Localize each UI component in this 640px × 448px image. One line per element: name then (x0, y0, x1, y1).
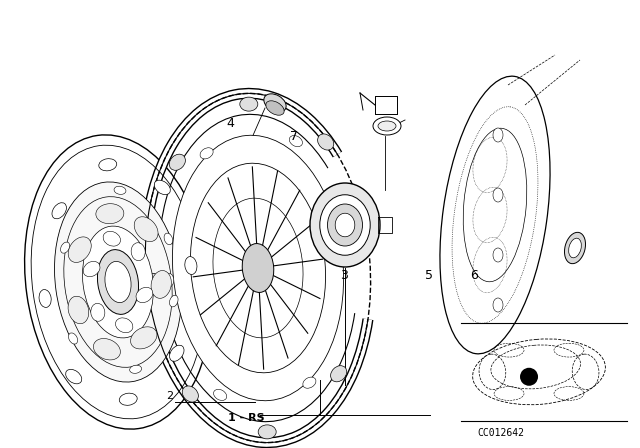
Bar (375, 96, 397, 114)
Ellipse shape (493, 188, 503, 202)
Ellipse shape (136, 287, 153, 303)
Ellipse shape (242, 244, 274, 293)
Ellipse shape (373, 117, 401, 135)
Ellipse shape (200, 148, 213, 159)
Ellipse shape (68, 333, 77, 344)
Text: 2: 2 (166, 392, 173, 401)
Ellipse shape (172, 135, 344, 401)
Ellipse shape (170, 154, 186, 170)
Ellipse shape (289, 136, 303, 146)
Ellipse shape (146, 273, 160, 291)
Text: 3: 3 (340, 269, 348, 282)
Ellipse shape (170, 345, 184, 361)
Ellipse shape (303, 377, 316, 388)
Ellipse shape (68, 296, 89, 324)
Ellipse shape (266, 101, 284, 115)
Ellipse shape (493, 128, 503, 142)
Ellipse shape (39, 289, 51, 307)
Ellipse shape (68, 237, 92, 263)
Text: 4: 4 (227, 116, 234, 130)
Ellipse shape (240, 97, 258, 111)
Ellipse shape (103, 231, 120, 246)
Text: 7: 7 (291, 130, 298, 143)
Ellipse shape (114, 186, 126, 194)
Ellipse shape (96, 204, 124, 224)
Ellipse shape (310, 183, 380, 267)
Ellipse shape (320, 195, 370, 255)
Ellipse shape (154, 180, 170, 195)
Ellipse shape (130, 365, 141, 373)
Text: CC012642: CC012642 (477, 428, 524, 438)
Ellipse shape (264, 94, 286, 112)
Ellipse shape (258, 425, 276, 439)
Ellipse shape (99, 159, 116, 171)
Ellipse shape (493, 248, 503, 262)
Ellipse shape (164, 233, 173, 245)
Ellipse shape (569, 238, 581, 258)
Ellipse shape (164, 273, 173, 287)
Ellipse shape (91, 303, 105, 321)
Ellipse shape (131, 327, 157, 349)
Ellipse shape (335, 213, 355, 237)
Text: 1 - RS: 1 - RS (228, 413, 265, 422)
Ellipse shape (93, 339, 120, 360)
Ellipse shape (328, 204, 362, 246)
Ellipse shape (378, 121, 396, 131)
Ellipse shape (83, 261, 100, 277)
Ellipse shape (170, 295, 178, 307)
Ellipse shape (97, 250, 138, 314)
Ellipse shape (54, 182, 182, 382)
Ellipse shape (116, 318, 133, 333)
Ellipse shape (24, 135, 211, 429)
Ellipse shape (119, 393, 137, 405)
Ellipse shape (61, 242, 70, 253)
Ellipse shape (66, 369, 82, 384)
Ellipse shape (134, 217, 158, 241)
Circle shape (520, 368, 538, 386)
Ellipse shape (493, 298, 503, 312)
Ellipse shape (564, 233, 586, 264)
Text: 6: 6 (470, 269, 477, 282)
Ellipse shape (440, 76, 550, 354)
Ellipse shape (52, 202, 67, 219)
Ellipse shape (182, 386, 198, 402)
Ellipse shape (105, 261, 131, 302)
Text: 5: 5 (425, 269, 433, 282)
Ellipse shape (317, 134, 333, 150)
Ellipse shape (83, 226, 154, 338)
Ellipse shape (185, 257, 197, 275)
Ellipse shape (151, 271, 172, 298)
Ellipse shape (214, 389, 227, 401)
Ellipse shape (131, 243, 145, 261)
Ellipse shape (331, 366, 347, 382)
